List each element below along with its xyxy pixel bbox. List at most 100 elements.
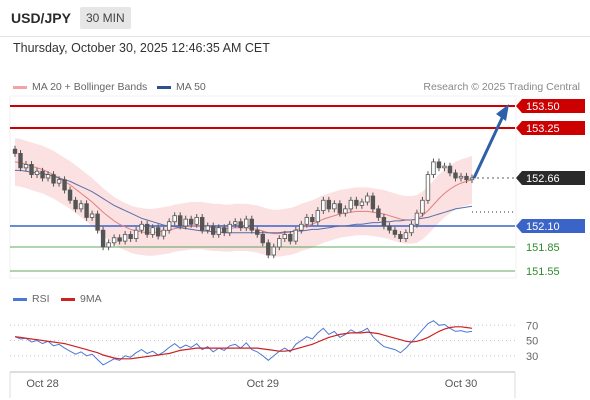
candle-body xyxy=(111,237,117,244)
candle xyxy=(122,231,128,245)
candle xyxy=(442,162,447,172)
bollinger-band xyxy=(15,138,472,257)
level-badge-152.66 xyxy=(516,171,585,185)
candle xyxy=(238,218,243,232)
forecast-arrow-head xyxy=(496,104,509,121)
candle xyxy=(128,231,133,242)
candle xyxy=(29,161,34,178)
candle-body xyxy=(29,164,34,176)
candle xyxy=(398,231,403,242)
candle xyxy=(133,226,139,242)
candle xyxy=(348,196,354,213)
candle xyxy=(161,226,166,240)
x-tick-2: Oct 30 xyxy=(445,378,477,390)
candle-body xyxy=(392,229,398,235)
candle xyxy=(117,234,122,245)
candle-body xyxy=(420,199,425,214)
candle-body xyxy=(310,217,315,223)
candle-body xyxy=(73,199,78,210)
candle xyxy=(40,167,45,182)
candle-body xyxy=(266,242,271,256)
candle-body xyxy=(211,225,216,235)
candle xyxy=(343,205,348,217)
forecast-arrow-shaft xyxy=(472,115,505,179)
candle xyxy=(233,218,238,228)
candle-body xyxy=(469,177,475,181)
candle-body xyxy=(409,223,414,234)
candle xyxy=(431,158,436,178)
candle-body xyxy=(299,223,304,231)
ma20-line xyxy=(14,161,473,235)
candle xyxy=(18,150,23,172)
candle-body xyxy=(376,208,381,218)
candle-body xyxy=(458,175,464,179)
header-bar: USD/JPY 30 MIN xyxy=(0,0,590,37)
candle-body xyxy=(255,229,260,235)
candle xyxy=(95,210,100,234)
candle-body xyxy=(117,237,122,242)
level-tag-151.85: 151.85 xyxy=(526,242,560,254)
candle xyxy=(166,218,172,234)
rsi-tick-50: 50 xyxy=(526,336,538,348)
candle-body xyxy=(315,210,321,223)
candle-body xyxy=(387,225,392,231)
candle-body xyxy=(40,170,45,179)
level-badge-153.50 xyxy=(516,99,585,113)
candle-body xyxy=(144,223,150,235)
rsi-ma9-line xyxy=(14,326,473,360)
candle-body xyxy=(194,217,199,225)
candle-body xyxy=(431,161,436,176)
level-tag-153.50: 153.50 xyxy=(516,99,585,113)
candle-body xyxy=(89,213,95,218)
candle-body xyxy=(128,233,133,239)
rsi-line xyxy=(14,320,473,366)
candle-body xyxy=(332,203,337,210)
candle-body xyxy=(161,229,166,237)
candle xyxy=(381,214,387,230)
ma-bb-swatch xyxy=(13,86,27,89)
candles xyxy=(12,145,475,259)
level-badge-152.10 xyxy=(516,219,585,233)
candle xyxy=(106,239,111,251)
candle-body xyxy=(233,221,238,225)
level-label-151.55: 151.55 xyxy=(526,266,560,278)
level-label-151.85: 151.85 xyxy=(526,242,560,254)
candle xyxy=(255,226,260,238)
timeframe-button[interactable]: 30 MIN xyxy=(80,7,131,29)
symbol-label: USD/JPY xyxy=(11,10,71,26)
candle xyxy=(150,224,155,238)
level-tag-153.25: 153.25 xyxy=(516,121,585,135)
candle xyxy=(73,196,78,213)
level-tag-152.66: 152.66 xyxy=(516,171,585,185)
candle-body xyxy=(133,229,139,239)
candle-body xyxy=(271,246,276,256)
candle-body xyxy=(62,179,67,191)
level-badge-153.25 xyxy=(516,121,585,135)
candle xyxy=(200,214,205,234)
candle xyxy=(89,210,95,221)
candle-body xyxy=(249,218,254,231)
legend-rsi: RSI xyxy=(32,293,50,305)
x-tick-1: Oct 29 xyxy=(247,378,279,390)
candle-body xyxy=(337,203,343,214)
candle xyxy=(288,231,293,245)
level-tag-151.55: 151.55 xyxy=(526,266,560,278)
candle-body xyxy=(277,238,282,248)
candle xyxy=(23,161,29,172)
candle xyxy=(458,172,464,182)
candle xyxy=(188,215,194,228)
candle xyxy=(321,196,326,214)
candle xyxy=(205,222,210,234)
candle-body xyxy=(177,215,183,227)
candle-body xyxy=(150,227,155,235)
candle xyxy=(78,200,84,213)
candle-body xyxy=(244,218,249,229)
ma50-line xyxy=(15,169,473,234)
candle xyxy=(194,214,199,228)
candle-body xyxy=(95,213,100,231)
candle xyxy=(354,196,359,209)
candle xyxy=(183,215,188,230)
candle-body xyxy=(238,221,243,229)
ma9-swatch xyxy=(61,298,75,301)
